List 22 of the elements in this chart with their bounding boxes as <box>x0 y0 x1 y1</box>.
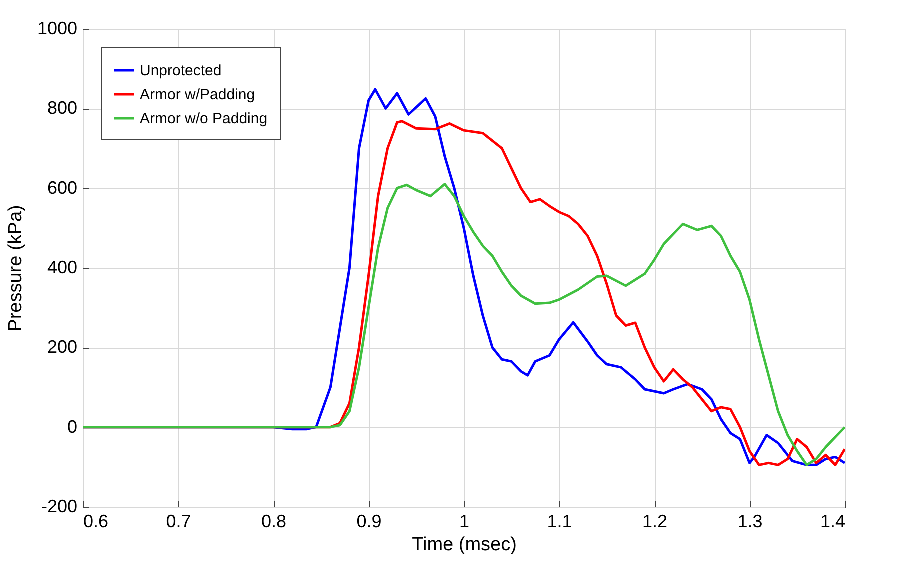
legend-label: Armor w/o Padding <box>140 110 268 128</box>
y-tick-label: 0 <box>67 416 78 437</box>
line-series <box>83 183 845 466</box>
x-tick-label: 1.4 <box>820 512 846 532</box>
x-tick-label: 1.2 <box>642 512 668 532</box>
x-tick-label: 0.6 <box>84 512 109 532</box>
x-tick-label: 1.3 <box>738 512 763 532</box>
y-tick-label: 400 <box>47 258 78 278</box>
y-tick-label: 200 <box>47 337 78 358</box>
y-tick-label: 1000 <box>37 18 78 38</box>
x-axis-title: Time (msec) <box>412 534 517 556</box>
x-tick-label: 0.9 <box>356 512 382 532</box>
y-tick-label: -200 <box>41 496 78 516</box>
x-tick-label: 1.1 <box>547 512 572 532</box>
y-tick-label: 800 <box>47 98 78 118</box>
x-tick-label: 0.8 <box>261 512 287 532</box>
y-axis-title: Pressure (kPa) <box>5 205 26 332</box>
x-tick-label: 0.7 <box>166 512 192 532</box>
legend-label: Unprotected <box>140 62 222 80</box>
x-tick-label: 1 <box>459 512 470 532</box>
legend-label: Armor w/Padding <box>140 86 256 104</box>
y-tick-label: 600 <box>47 178 78 198</box>
